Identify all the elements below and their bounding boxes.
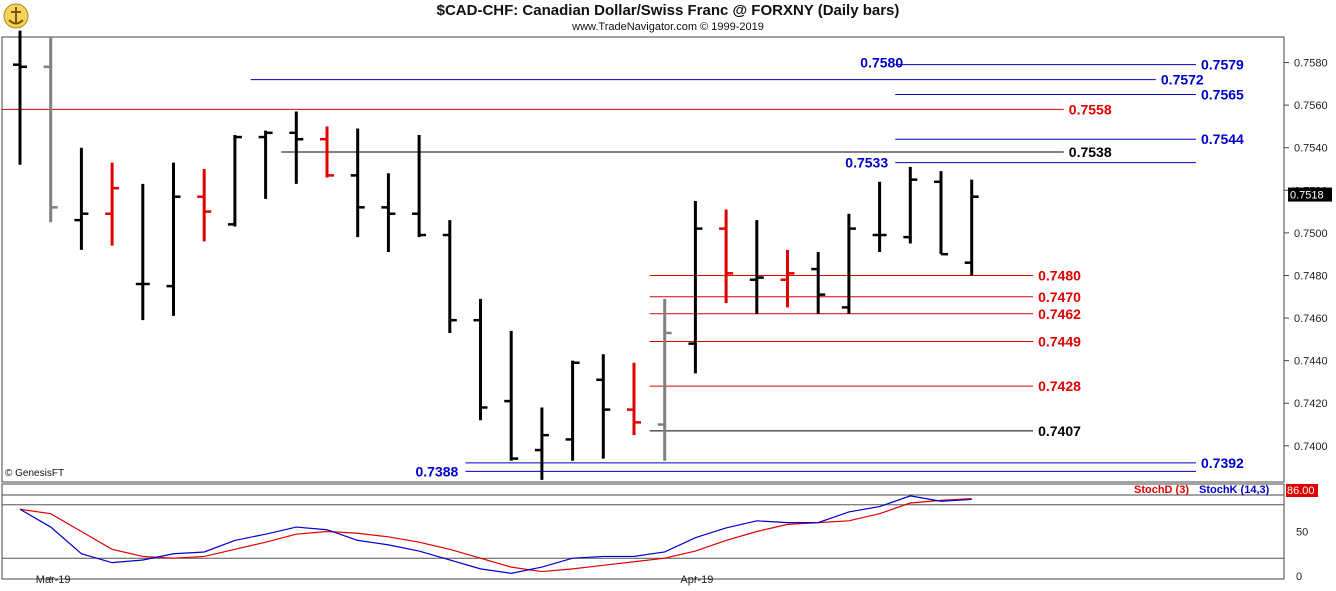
level-label: 0.7392 [1201,455,1244,471]
oscillator-panel-frame [1,483,1285,580]
level-label: 0.7462 [1038,306,1081,322]
price-panel-frame [1,36,1285,483]
stoch-series-line [19,497,972,573]
chart-subtitle: www.TradeNavigator.com © 1999-2019 [572,21,764,33]
y-axis-tick-label: 0.7540 [1294,143,1328,155]
level-label: 0.7579 [1201,57,1244,73]
y-axis-tick-label: 0.7500 [1294,228,1328,240]
y-axis-tick-label: 0.7560 [1294,100,1328,112]
level-label: 0.7388 [416,463,459,479]
source-credit: © GenesisFT [5,468,65,479]
level-label: 0.7572 [1161,72,1204,88]
stoch-d-legend: StochD (3) [1134,484,1189,496]
x-axis-tick-label: Mar-19 [36,574,71,586]
last-price-label: 0.7518 [1290,190,1324,202]
level-label: 0.7470 [1038,289,1081,305]
level-label: 0.7428 [1038,378,1081,394]
stoch-k-legend: StochK (14,3) [1199,484,1270,496]
x-axis-tick-label: Apr-19 [680,574,713,586]
level-label: 0.7449 [1038,333,1081,349]
oscillator-value-tag [1286,484,1318,497]
oscillator-value-label: 86.00 [1287,485,1315,497]
level-label: 0.7407 [1038,423,1081,439]
level-label: 0.7580 [860,55,903,71]
y-axis-tick-label: 0.7460 [1294,313,1328,325]
oscillator-y-tick-label: 0 [1296,571,1302,583]
stoch-series-line [19,495,972,574]
last-price-tag [1288,187,1332,202]
y-axis-tick-label: 0.7400 [1294,441,1328,453]
chart-title: $CAD-CHF: Canadian Dollar/Swiss Franc @ … [436,2,900,19]
y-axis-tick-label: 0.7420 [1294,398,1328,410]
level-label: 0.7533 [845,155,888,171]
level-label: 0.7544 [1201,131,1244,147]
level-label: 0.7558 [1069,101,1112,117]
level-label: 0.7565 [1201,86,1244,102]
level-label: 0.7538 [1069,144,1112,160]
level-label: 0.7480 [1038,267,1081,283]
y-axis-tick-label: 0.7480 [1294,270,1328,282]
y-axis-tick-label: 0.7440 [1294,356,1328,368]
y-axis-tick-label: 0.7580 [1294,58,1328,70]
oscillator-y-tick-label: 50 [1296,527,1308,539]
navigator-logo-icon [3,3,29,29]
